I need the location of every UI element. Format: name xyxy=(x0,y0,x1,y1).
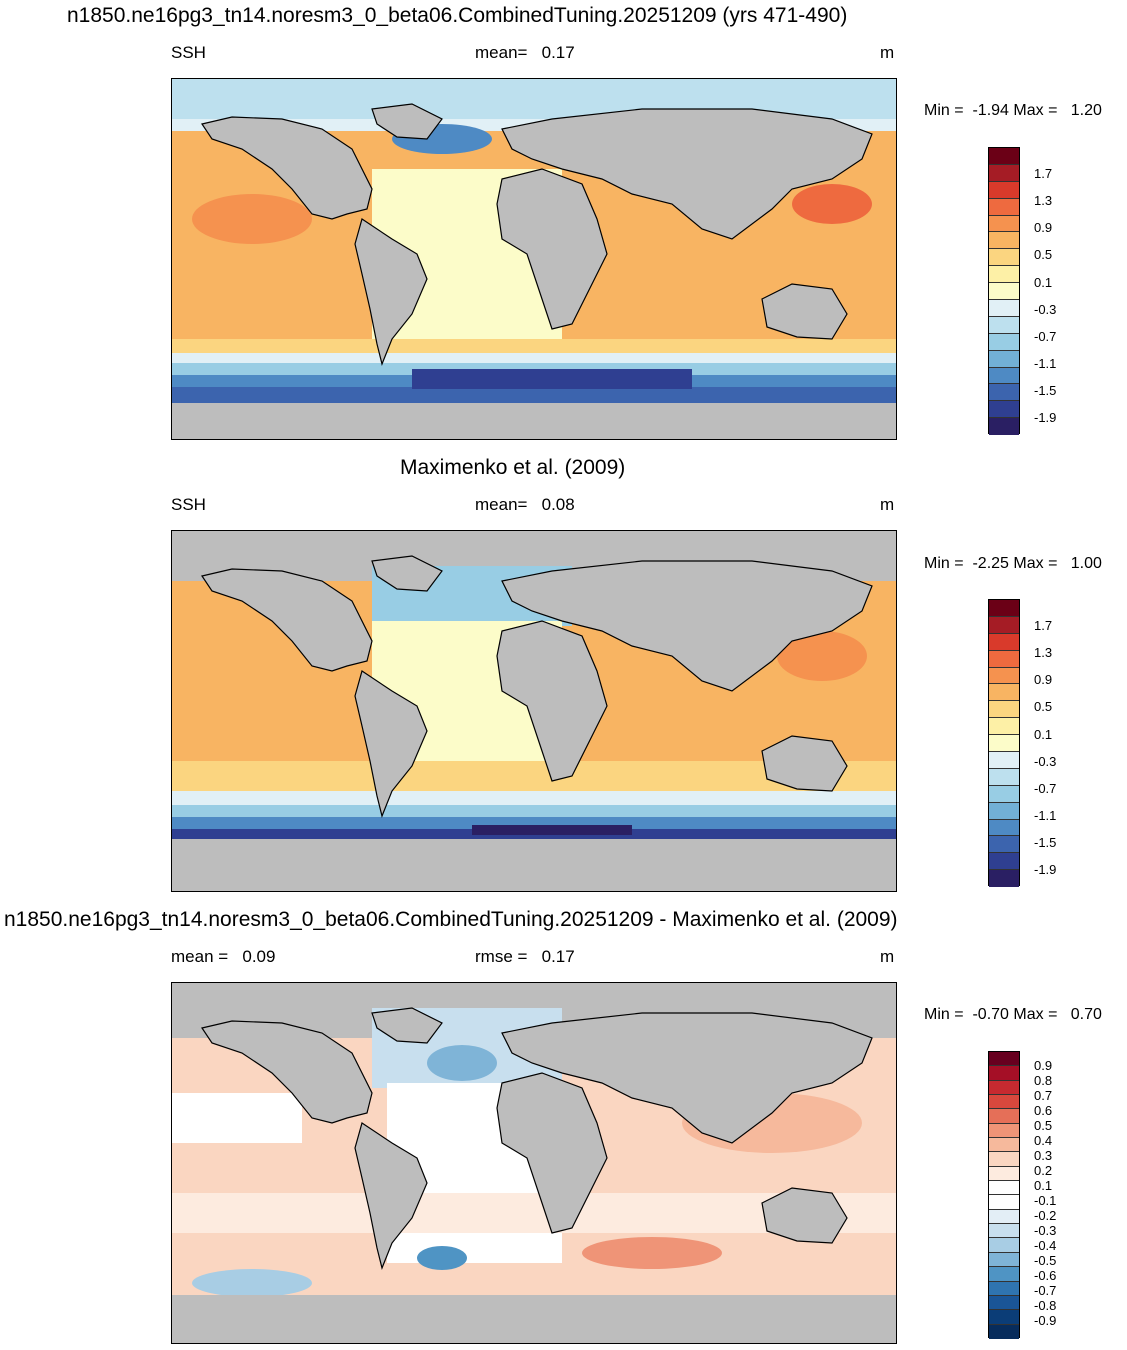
panel3-minmax: Min = -0.70 Max = 0.70 xyxy=(924,1006,1102,1023)
panel2-units: m xyxy=(880,495,895,514)
panel1-variable: SSH xyxy=(171,43,206,62)
panel1-title: n1850.ne16pg3_tn14.noresm3_0_beta06.Comb… xyxy=(67,4,848,27)
panel1-tick: -1.5 xyxy=(1034,383,1057,398)
panel3-tick: 0.8 xyxy=(1034,1073,1053,1088)
panel1-tick: 0.1 xyxy=(1034,275,1053,290)
panel2-tick: -0.3 xyxy=(1034,754,1057,769)
panel3-mean: mean = 0.09 xyxy=(171,947,276,966)
panel1-colorbar xyxy=(988,147,1020,436)
panel2-map xyxy=(171,530,897,892)
panel2-tick: 0.9 xyxy=(1034,672,1053,687)
panel3-tick: -0.1 xyxy=(1034,1193,1057,1208)
panel3-tick: -0.9 xyxy=(1034,1313,1057,1328)
panel3-tick: 0.7 xyxy=(1034,1088,1053,1103)
panel3-tick: 0.2 xyxy=(1034,1163,1053,1178)
panel3-tick: 0.9 xyxy=(1034,1058,1053,1073)
panel2-colorbar xyxy=(988,599,1020,888)
panel3-tick: -0.5 xyxy=(1034,1253,1057,1268)
panel1-tick: 0.9 xyxy=(1034,220,1053,235)
panel2-tick: 0.5 xyxy=(1034,699,1053,714)
panel3-colorbar xyxy=(988,1051,1020,1339)
panel3-tick: 0.4 xyxy=(1034,1133,1053,1148)
panel1-tick: -0.7 xyxy=(1034,329,1057,344)
panel1-units: m xyxy=(880,43,895,62)
panel1-mean: mean= 0.17 xyxy=(475,43,575,62)
panel3-tick: -0.2 xyxy=(1034,1208,1057,1223)
panel1-tick: 0.5 xyxy=(1034,247,1053,262)
panel2-tick: 1.3 xyxy=(1034,645,1053,660)
panel2-tick: -1.9 xyxy=(1034,862,1057,877)
panel2-title: Maximenko et al. (2009) xyxy=(400,456,626,479)
panel2-mean: mean= 0.08 xyxy=(475,495,575,514)
panel3-tick: 0.5 xyxy=(1034,1118,1053,1133)
panel1-tick: -1.1 xyxy=(1034,356,1057,371)
panel3-tick: -0.6 xyxy=(1034,1268,1057,1283)
panel2-tick: -0.7 xyxy=(1034,781,1057,796)
panel3-tick: 0.1 xyxy=(1034,1178,1053,1193)
panel3-tick: -0.4 xyxy=(1034,1238,1057,1253)
panel1-minmax: Min = -1.94 Max = 1.20 xyxy=(924,102,1102,119)
panel1-map xyxy=(171,78,897,440)
panel3-tick: -0.8 xyxy=(1034,1298,1057,1313)
panel1-tick: 1.7 xyxy=(1034,166,1053,181)
panel2-tick: -1.1 xyxy=(1034,808,1057,823)
panel3-units: m xyxy=(880,947,895,966)
panel1-tick: -1.9 xyxy=(1034,410,1057,425)
panel2-tick: -1.5 xyxy=(1034,835,1057,850)
panel2-minmax: Min = -2.25 Max = 1.00 xyxy=(924,555,1102,572)
panel2-variable: SSH xyxy=(171,495,206,514)
panel2-tick: 1.7 xyxy=(1034,618,1053,633)
panel3-tick: -0.3 xyxy=(1034,1223,1057,1238)
panel3-tick: 0.3 xyxy=(1034,1148,1053,1163)
panel1-tick: -0.3 xyxy=(1034,302,1057,317)
panel3-title: n1850.ne16pg3_tn14.noresm3_0_beta06.Comb… xyxy=(4,908,898,931)
panel3-tick: 0.6 xyxy=(1034,1103,1053,1118)
panel2-tick: 0.1 xyxy=(1034,727,1053,742)
panel3-rmse: rmse = 0.17 xyxy=(475,947,575,966)
panel1-tick: 1.3 xyxy=(1034,193,1053,208)
panel3-map xyxy=(171,982,897,1344)
panel3-tick: -0.7 xyxy=(1034,1283,1057,1298)
